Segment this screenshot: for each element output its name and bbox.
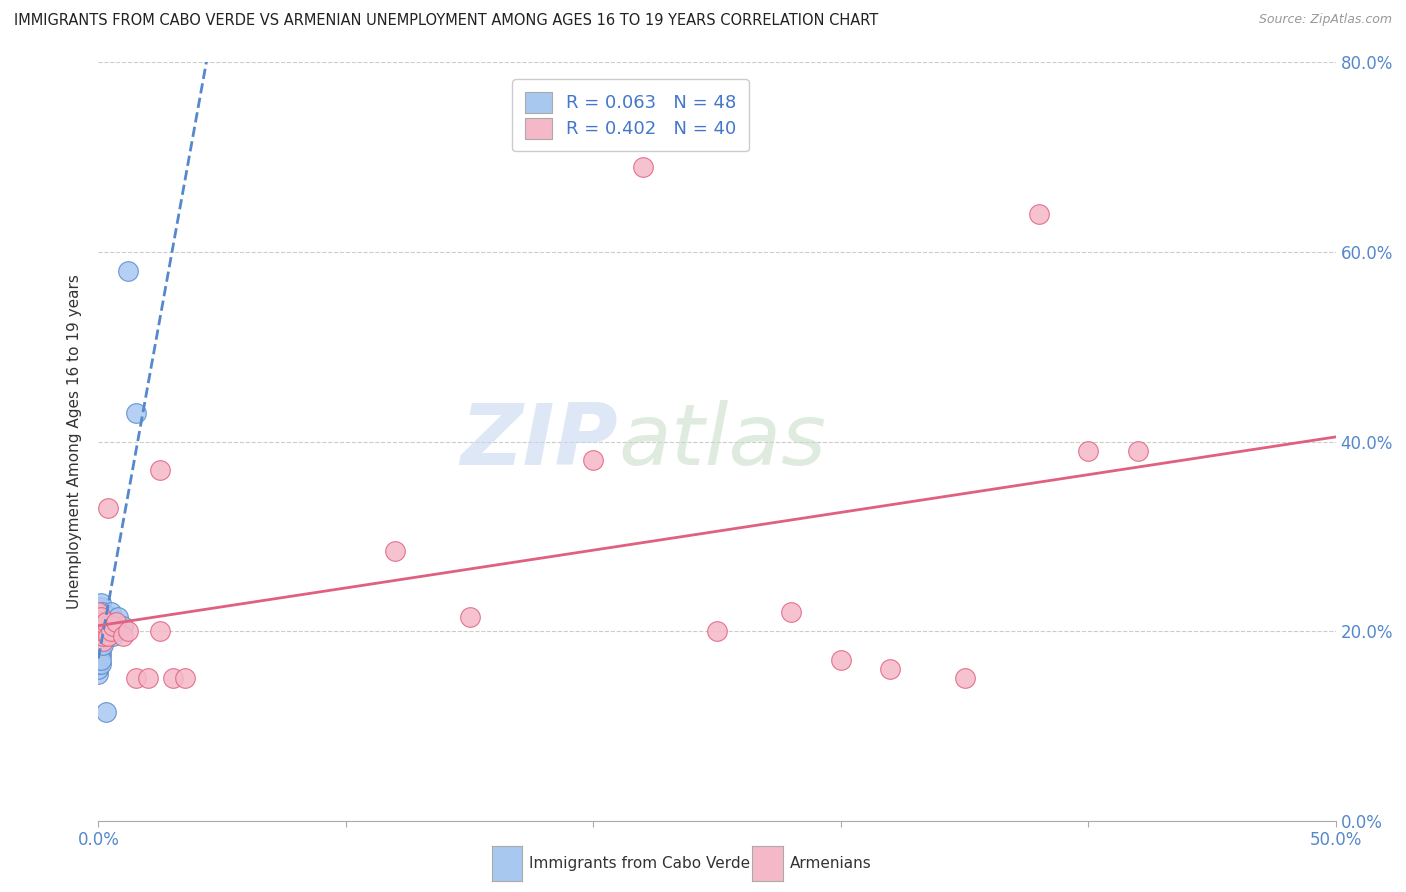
Point	[93, 610, 115, 624]
Point	[879, 662, 901, 676]
Point	[90, 624, 112, 639]
Point	[100, 624, 122, 639]
Point	[93, 633, 115, 648]
Point	[90, 638, 112, 652]
Point	[117, 624, 139, 639]
Point	[87, 657, 110, 672]
Point	[90, 648, 112, 662]
Point	[162, 672, 184, 686]
Point	[90, 629, 112, 643]
Point	[582, 453, 605, 467]
Point	[90, 657, 112, 672]
Point	[87, 615, 110, 629]
Point	[87, 624, 110, 639]
Point	[953, 672, 976, 686]
Point	[100, 610, 122, 624]
Point	[94, 615, 117, 629]
Point	[90, 600, 112, 615]
Point	[90, 624, 112, 639]
Point	[90, 619, 112, 633]
Point	[90, 615, 112, 629]
Point	[87, 605, 110, 619]
Point	[136, 672, 159, 686]
Point	[93, 629, 115, 643]
Point	[1028, 207, 1050, 221]
Point	[90, 615, 112, 629]
Point	[97, 629, 120, 643]
Point	[124, 406, 146, 420]
Point	[103, 629, 125, 643]
Point	[97, 619, 120, 633]
Point	[90, 629, 112, 643]
Point	[97, 500, 120, 515]
Point	[107, 610, 129, 624]
Point	[97, 629, 120, 643]
Point	[706, 624, 728, 639]
Point	[97, 624, 120, 639]
Point	[90, 596, 112, 610]
Point	[174, 672, 197, 686]
Text: IMMIGRANTS FROM CABO VERDE VS ARMENIAN UNEMPLOYMENT AMONG AGES 16 TO 19 YEARS CO: IMMIGRANTS FROM CABO VERDE VS ARMENIAN U…	[14, 13, 879, 29]
Point	[93, 605, 115, 619]
Point	[104, 615, 127, 629]
Point	[93, 624, 115, 639]
Point	[117, 264, 139, 278]
Text: atlas: atlas	[619, 400, 827, 483]
Y-axis label: Unemployment Among Ages 16 to 19 years: Unemployment Among Ages 16 to 19 years	[67, 274, 83, 609]
Point	[87, 648, 110, 662]
Point	[384, 543, 406, 558]
Point	[93, 638, 115, 652]
Point	[1126, 444, 1149, 458]
Point	[780, 605, 803, 619]
Point	[1077, 444, 1099, 458]
Text: Source: ZipAtlas.com: Source: ZipAtlas.com	[1258, 13, 1392, 27]
Text: Armenians: Armenians	[790, 856, 872, 871]
Point	[149, 624, 172, 639]
Point	[94, 619, 117, 633]
Point	[87, 615, 110, 629]
Text: ZIP: ZIP	[460, 400, 619, 483]
Point	[90, 643, 112, 657]
Point	[103, 619, 125, 633]
Point	[458, 610, 481, 624]
Point	[94, 624, 117, 639]
Point	[93, 615, 115, 629]
Point	[631, 160, 654, 174]
Point	[93, 624, 115, 639]
Point	[87, 619, 110, 633]
Point	[87, 666, 110, 681]
Legend: R = 0.063   N = 48, R = 0.402   N = 40: R = 0.063 N = 48, R = 0.402 N = 40	[512, 79, 749, 152]
Point	[93, 619, 115, 633]
Point	[87, 629, 110, 643]
Point	[93, 633, 115, 648]
Point	[100, 605, 122, 619]
Point	[124, 672, 146, 686]
Text: Immigrants from Cabo Verde: Immigrants from Cabo Verde	[530, 856, 751, 871]
Point	[87, 662, 110, 676]
Point	[87, 652, 110, 666]
Point	[90, 652, 112, 666]
Point	[97, 615, 120, 629]
Point	[87, 633, 110, 648]
Point	[94, 619, 117, 633]
Point	[87, 610, 110, 624]
Point	[94, 629, 117, 643]
Point	[112, 619, 135, 633]
Point	[93, 629, 115, 643]
Point	[94, 705, 117, 719]
Point	[87, 610, 110, 624]
Point	[90, 610, 112, 624]
Point	[149, 463, 172, 477]
Point	[87, 629, 110, 643]
Point	[830, 652, 852, 666]
Point	[90, 619, 112, 633]
Point	[104, 624, 127, 639]
Point	[90, 605, 112, 619]
Point	[90, 610, 112, 624]
Point	[87, 619, 110, 633]
Point	[112, 629, 135, 643]
